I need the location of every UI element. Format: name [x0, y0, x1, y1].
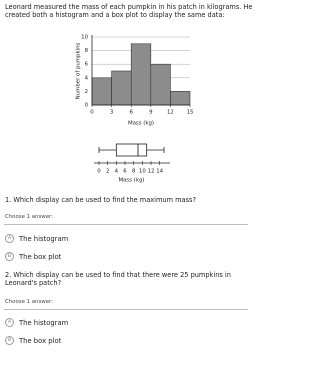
x-tick-label: 0 — [97, 169, 101, 175]
prompt: Choose 1 answer: — [5, 214, 53, 220]
option-letter: A — [5, 234, 14, 243]
x-tick-label: 12 — [167, 110, 174, 116]
question: 2. Which display can be used to find tha… — [5, 271, 231, 287]
page: {"intro": "Leonard measured the mass of … — [4, 3, 253, 345]
x-tick-label: 14 — [156, 169, 163, 175]
option[interactable]: A The histogram — [5, 234, 68, 243]
x-tick-label: 15 — [187, 110, 194, 116]
y-tick-label: 2 — [85, 89, 88, 95]
x-tick-label: 2 — [106, 169, 109, 175]
prompt: Choose 1 answer: — [5, 299, 53, 305]
y-tick-label: 4 — [85, 75, 89, 81]
y-tick-label: 0 — [85, 103, 89, 109]
option-text: The box plot — [19, 252, 62, 261]
question: 1. Which display can be used to find the… — [5, 196, 196, 204]
x-tick-label: 10 — [139, 169, 146, 175]
bar — [91, 77, 112, 106]
x-tick-label: 6 — [129, 110, 133, 116]
x-tick-label: 9 — [149, 110, 153, 116]
x-tick-label: 12 — [148, 169, 155, 175]
intro: Leonard measured the mass of each pumpki… — [5, 3, 253, 19]
y-tick-label: 10 — [81, 35, 88, 41]
bar — [150, 63, 171, 106]
option-text: The histogram — [19, 318, 69, 327]
divider — [4, 224, 248, 225]
x-tick-label: 3 — [110, 110, 113, 116]
y-tick-label: 8 — [85, 48, 89, 54]
bar — [170, 91, 191, 106]
x-axis-label: Mass (kg) — [118, 178, 144, 184]
x-tick-label: 8 — [132, 169, 136, 175]
option-letter: B — [5, 336, 14, 345]
divider — [4, 309, 248, 310]
option-text: The box plot — [19, 336, 62, 345]
option[interactable]: B The box plot — [5, 252, 61, 261]
option[interactable]: A The histogram — [5, 318, 68, 327]
x-tick-label: 6 — [123, 169, 127, 175]
y-tick-label: 6 — [85, 62, 89, 68]
option-letter: B — [5, 252, 14, 261]
bar — [111, 70, 132, 106]
option-letter: A — [5, 318, 14, 327]
box — [115, 143, 148, 157]
option-text: The histogram — [19, 234, 69, 243]
option[interactable]: B The box plot — [5, 336, 61, 345]
x-tick-label: 4 — [115, 169, 119, 175]
y-axis-label: Number of pumpkins — [76, 42, 82, 99]
x-tick-label: 0 — [90, 110, 94, 116]
x-axis-label: Mass (kg) — [128, 121, 154, 127]
bar — [130, 43, 152, 106]
